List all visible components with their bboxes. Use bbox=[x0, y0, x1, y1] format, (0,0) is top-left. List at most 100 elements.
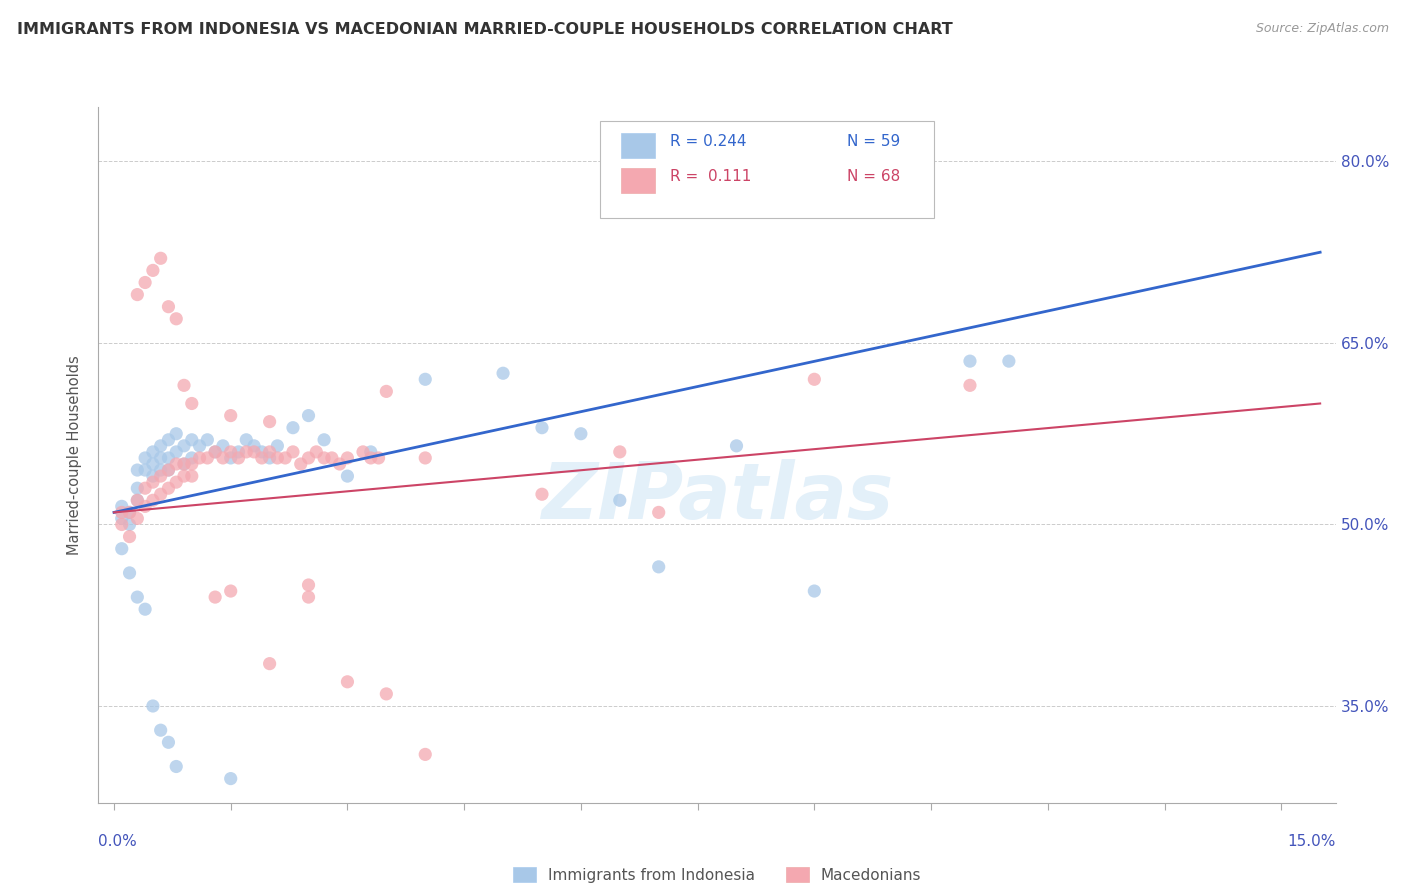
Point bbox=[297, 578, 319, 592]
Point bbox=[142, 263, 165, 277]
FancyBboxPatch shape bbox=[599, 121, 934, 219]
Point bbox=[149, 487, 172, 501]
Point bbox=[530, 487, 553, 501]
Point bbox=[157, 433, 180, 447]
Point bbox=[157, 481, 180, 495]
Text: N = 59: N = 59 bbox=[846, 135, 900, 149]
Bar bbox=[620, 169, 655, 193]
Point bbox=[157, 450, 180, 465]
Point bbox=[149, 469, 172, 483]
Point bbox=[165, 445, 187, 459]
Point bbox=[959, 378, 981, 392]
Point bbox=[149, 463, 172, 477]
Point bbox=[266, 450, 288, 465]
Point bbox=[195, 433, 218, 447]
Point bbox=[243, 439, 266, 453]
Point bbox=[149, 723, 172, 738]
Point bbox=[375, 687, 398, 701]
Point bbox=[165, 311, 187, 326]
Point bbox=[360, 450, 382, 465]
Text: Source: ZipAtlas.com: Source: ZipAtlas.com bbox=[1256, 22, 1389, 36]
Point bbox=[290, 457, 312, 471]
Point bbox=[281, 420, 304, 434]
Point bbox=[492, 366, 515, 380]
Point bbox=[281, 445, 304, 459]
Point bbox=[250, 450, 273, 465]
Point bbox=[204, 445, 226, 459]
Point bbox=[259, 415, 281, 429]
Point bbox=[134, 602, 156, 616]
Point bbox=[219, 772, 242, 786]
Point bbox=[127, 590, 149, 604]
Point bbox=[134, 481, 156, 495]
Point bbox=[204, 445, 226, 459]
Point bbox=[134, 450, 156, 465]
Point bbox=[180, 450, 202, 465]
Bar bbox=[620, 134, 655, 158]
Point bbox=[149, 439, 172, 453]
Point bbox=[134, 276, 156, 290]
Text: N = 68: N = 68 bbox=[846, 169, 900, 184]
Point bbox=[157, 463, 180, 477]
Point bbox=[297, 590, 319, 604]
Point bbox=[219, 409, 242, 423]
Point bbox=[204, 590, 226, 604]
Point bbox=[180, 396, 202, 410]
Point bbox=[188, 439, 211, 453]
Point bbox=[165, 759, 187, 773]
Point bbox=[321, 450, 343, 465]
Point bbox=[180, 469, 202, 483]
Point bbox=[157, 463, 180, 477]
Point bbox=[609, 493, 631, 508]
Text: 15.0%: 15.0% bbox=[1288, 834, 1336, 849]
Point bbox=[219, 584, 242, 599]
Point bbox=[118, 530, 141, 544]
Text: R = 0.244: R = 0.244 bbox=[671, 135, 747, 149]
Point bbox=[142, 445, 165, 459]
Point bbox=[134, 500, 156, 514]
Point bbox=[118, 505, 141, 519]
Point bbox=[127, 481, 149, 495]
Point bbox=[180, 433, 202, 447]
Point bbox=[352, 445, 374, 459]
Legend: Immigrants from Indonesia, Macedonians: Immigrants from Indonesia, Macedonians bbox=[506, 862, 928, 889]
Point bbox=[243, 445, 266, 459]
Point bbox=[297, 450, 319, 465]
Point bbox=[647, 559, 669, 574]
Point bbox=[111, 505, 134, 519]
Point bbox=[569, 426, 592, 441]
Point bbox=[180, 457, 202, 471]
Point bbox=[219, 450, 242, 465]
Point bbox=[647, 505, 669, 519]
Point bbox=[142, 493, 165, 508]
Point bbox=[250, 445, 273, 459]
Point bbox=[314, 450, 336, 465]
Point bbox=[188, 450, 211, 465]
Point bbox=[173, 457, 195, 471]
Point bbox=[803, 584, 825, 599]
Point bbox=[142, 469, 165, 483]
Text: IMMIGRANTS FROM INDONESIA VS MACEDONIAN MARRIED-COUPLE HOUSEHOLDS CORRELATION CH: IMMIGRANTS FROM INDONESIA VS MACEDONIAN … bbox=[17, 22, 953, 37]
Point bbox=[530, 420, 553, 434]
Point bbox=[173, 457, 195, 471]
Point bbox=[157, 735, 180, 749]
Point bbox=[413, 450, 436, 465]
Point bbox=[329, 457, 352, 471]
Point bbox=[259, 657, 281, 671]
Point bbox=[118, 517, 141, 532]
Point bbox=[111, 541, 134, 556]
Point bbox=[165, 426, 187, 441]
Point bbox=[235, 445, 257, 459]
Text: ZIPatlas: ZIPatlas bbox=[541, 458, 893, 534]
Point bbox=[118, 566, 141, 580]
Y-axis label: Married-couple Households: Married-couple Households bbox=[67, 355, 83, 555]
Point bbox=[127, 463, 149, 477]
Point bbox=[336, 674, 359, 689]
Point bbox=[725, 439, 748, 453]
Point bbox=[228, 450, 250, 465]
Point bbox=[228, 445, 250, 459]
Point bbox=[305, 445, 328, 459]
Point bbox=[212, 439, 235, 453]
Point bbox=[413, 372, 436, 386]
Point bbox=[165, 457, 187, 471]
